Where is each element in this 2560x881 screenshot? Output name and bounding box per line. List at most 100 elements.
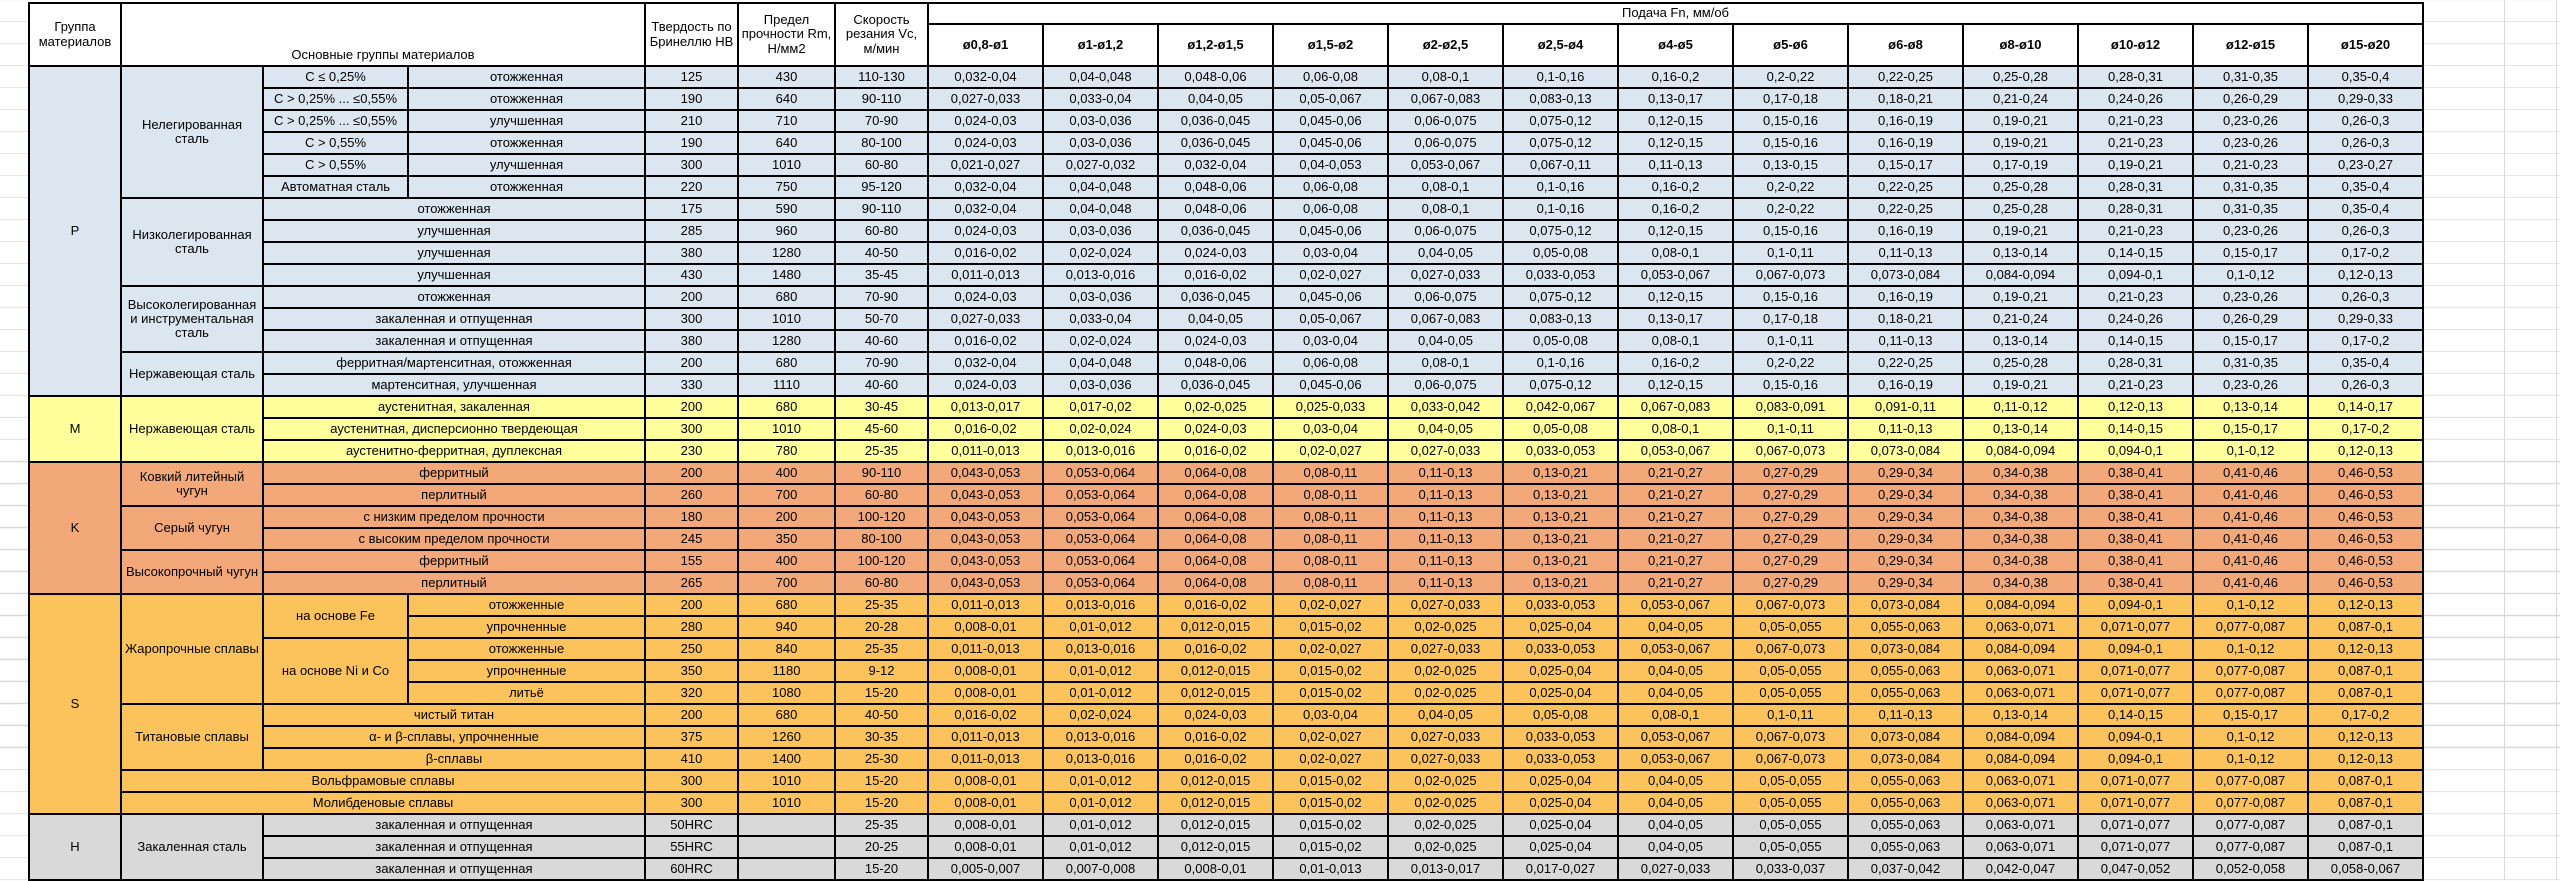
table-cell[interactable]: 0,46-0,53 — [2307, 505, 2424, 529]
table-cell[interactable]: 400 — [737, 549, 836, 573]
table-cell[interactable]: 0,024-0,03 — [1157, 417, 1274, 441]
table-cell[interactable]: 20-28 — [834, 615, 929, 639]
table-cell[interactable]: 0,024-0,03 — [927, 219, 1044, 243]
table-cell[interactable]: 0,025-0,04 — [1502, 659, 1619, 683]
table-cell[interactable]: Нержавеющая сталь — [120, 351, 264, 397]
table-cell[interactable]: 0,04-0,048 — [1042, 175, 1159, 199]
table-cell[interactable]: 0,06-0,08 — [1272, 351, 1389, 375]
table-cell[interactable]: 0,11-0,13 — [1387, 505, 1504, 529]
table-cell[interactable]: 0,08-0,1 — [1387, 175, 1504, 199]
table-cell[interactable]: с высоким пределом прочности — [262, 527, 646, 551]
table-cell[interactable]: 0,008-0,01 — [927, 615, 1044, 639]
table-cell[interactable]: 0,075-0,12 — [1502, 285, 1619, 309]
table-cell[interactable]: 0,087-0,1 — [2307, 835, 2424, 859]
table-cell[interactable]: 60-80 — [834, 153, 929, 177]
table-cell[interactable]: 410 — [644, 747, 739, 771]
table-cell[interactable]: чистый титан — [262, 703, 646, 727]
table-cell[interactable]: 0,27-0,29 — [1732, 461, 1849, 485]
table-cell[interactable]: улучшенная — [262, 263, 646, 287]
table-cell[interactable]: 0,04-0,05 — [1617, 659, 1734, 683]
table-cell[interactable]: 0,04-0,05 — [1617, 681, 1734, 705]
table-cell[interactable]: β-сплавы — [262, 747, 646, 771]
table-cell[interactable]: 0,008-0,01 — [1157, 857, 1274, 881]
table-cell[interactable]: 0,04-0,05 — [1387, 703, 1504, 727]
table-cell[interactable]: 0,02-0,024 — [1042, 329, 1159, 353]
table-cell[interactable]: 0,22-0,25 — [1847, 65, 1964, 89]
table-cell[interactable]: 0,14-0,15 — [2077, 417, 2194, 441]
table-cell[interactable]: 0,025-0,04 — [1502, 813, 1619, 837]
table-cell[interactable]: 0,01-0,012 — [1042, 813, 1159, 837]
table-cell[interactable]: 0,1-0,11 — [1732, 329, 1849, 353]
table-cell[interactable]: 640 — [737, 131, 836, 155]
table-cell[interactable]: 0,14-0,17 — [2307, 395, 2424, 419]
table-cell[interactable]: 680 — [737, 285, 836, 309]
table-cell[interactable]: 0,21-0,27 — [1617, 483, 1734, 507]
table-cell[interactable]: 0,04-0,05 — [1617, 769, 1734, 793]
table-cell[interactable]: 0,15-0,17 — [2192, 703, 2309, 727]
table-cell[interactable]: 40-60 — [834, 373, 929, 397]
table-cell[interactable]: 0,28-0,31 — [2077, 175, 2194, 199]
table-cell[interactable]: 0,29-0,34 — [1847, 571, 1964, 595]
table-cell[interactable]: 0,19-0,21 — [1962, 285, 2079, 309]
table-cell[interactable]: 0,21-0,23 — [2077, 109, 2194, 133]
table-cell[interactable]: 0,24-0,26 — [2077, 307, 2194, 331]
table-cell[interactable] — [737, 857, 836, 881]
table-cell[interactable]: 0,067-0,083 — [1387, 307, 1504, 331]
table-cell[interactable]: 0,03-0,04 — [1272, 703, 1389, 727]
table-cell[interactable]: 0,067-0,073 — [1732, 637, 1849, 661]
table-cell[interactable]: 0,27-0,29 — [1732, 505, 1849, 529]
table-cell[interactable]: 0,071-0,077 — [2077, 681, 2194, 705]
table-cell[interactable]: 90-110 — [834, 461, 929, 485]
table-cell[interactable]: отожженная — [262, 197, 646, 221]
table-cell[interactable]: C > 0,55% — [262, 153, 409, 177]
table-cell[interactable]: 0,06-0,08 — [1272, 175, 1389, 199]
table-cell[interactable]: 0,016-0,02 — [1157, 439, 1274, 463]
table-cell[interactable]: 70-90 — [834, 109, 929, 133]
table-cell[interactable]: 0,22-0,25 — [1847, 351, 1964, 375]
table-cell[interactable]: 0,34-0,38 — [1962, 505, 2079, 529]
table-cell[interactable]: 0,045-0,06 — [1272, 373, 1389, 397]
table-cell[interactable]: 0,077-0,087 — [2192, 681, 2309, 705]
table-cell[interactable]: 0,033-0,04 — [1042, 307, 1159, 331]
table-cell[interactable]: 0,16-0,2 — [1617, 197, 1734, 221]
table-cell[interactable]: 0,15-0,16 — [1732, 131, 1849, 155]
table-cell[interactable]: 0,21-0,27 — [1617, 527, 1734, 551]
table-cell[interactable]: 0,016-0,02 — [927, 241, 1044, 265]
table-cell[interactable]: 0,02-0,025 — [1157, 395, 1274, 419]
table-cell[interactable]: 0,064-0,08 — [1157, 483, 1274, 507]
table-cell[interactable]: 0,26-0,29 — [2192, 87, 2309, 111]
table-cell[interactable]: 0,02-0,025 — [1387, 615, 1504, 639]
table-cell[interactable]: на основе Fe — [262, 593, 409, 639]
table-cell[interactable]: 0,29-0,34 — [1847, 483, 1964, 507]
table-cell[interactable]: 0,073-0,084 — [1847, 637, 1964, 661]
table-cell[interactable]: 0,016-0,02 — [1157, 747, 1274, 771]
table-cell[interactable]: 0,036-0,045 — [1157, 131, 1274, 155]
table-cell[interactable]: 0,15-0,16 — [1732, 219, 1849, 243]
table-cell[interactable]: 0,26-0,29 — [2192, 307, 2309, 331]
table-cell[interactable]: 0,077-0,087 — [2192, 769, 2309, 793]
table-cell[interactable]: 0,1-0,16 — [1502, 175, 1619, 199]
table-cell[interactable]: 0,02-0,025 — [1387, 769, 1504, 793]
table-cell[interactable]: 0,34-0,38 — [1962, 571, 2079, 595]
table-cell[interactable]: 0,41-0,46 — [2192, 527, 2309, 551]
table-cell[interactable]: 0,071-0,077 — [2077, 769, 2194, 793]
table-cell[interactable]: 0,04-0,05 — [1387, 417, 1504, 441]
header-cell[interactable]: ø2-ø2,5 — [1387, 23, 1504, 67]
table-cell[interactable]: 0,02-0,027 — [1272, 725, 1389, 749]
table-cell[interactable]: 700 — [737, 483, 836, 507]
table-cell[interactable]: Нелегированная сталь — [120, 65, 264, 199]
table-cell[interactable]: 0,41-0,46 — [2192, 505, 2309, 529]
table-cell[interactable]: 0,084-0,094 — [1962, 263, 2079, 287]
table-cell[interactable]: 0,05-0,08 — [1502, 417, 1619, 441]
table-cell[interactable]: 0,02-0,024 — [1042, 703, 1159, 727]
table-cell[interactable]: 0,41-0,46 — [2192, 483, 2309, 507]
table-cell[interactable]: 0,012-0,015 — [1157, 791, 1274, 815]
table-cell[interactable]: 0,033-0,04 — [1042, 87, 1159, 111]
table-cell[interactable]: 350 — [737, 527, 836, 551]
table-cell[interactable]: 0,11-0,13 — [1387, 483, 1504, 507]
table-cell[interactable]: 0,38-0,41 — [2077, 505, 2194, 529]
table-cell[interactable]: Нержавеющая сталь — [120, 395, 264, 463]
header-cell[interactable]: ø10-ø12 — [2077, 23, 2194, 67]
table-cell[interactable]: 0,036-0,045 — [1157, 109, 1274, 133]
table-cell[interactable]: 0,25-0,28 — [1962, 175, 2079, 199]
